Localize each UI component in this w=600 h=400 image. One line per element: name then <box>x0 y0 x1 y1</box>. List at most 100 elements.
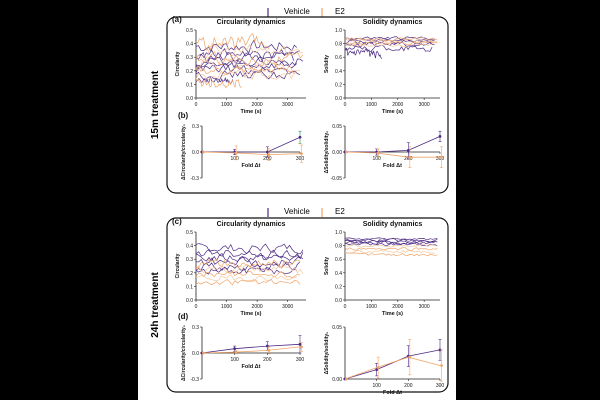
y-tick-label: 0.4 <box>186 244 193 250</box>
y-tick-label: 0.00 <box>332 150 342 156</box>
data-point-vehicle <box>233 347 237 351</box>
y-tick-label: 0.3 <box>186 55 193 61</box>
x-axis-label: Time (s) <box>382 109 403 115</box>
data-point-e2 <box>300 345 303 349</box>
series-line-vehicle <box>195 51 295 64</box>
x-axis-label: Fold Δt <box>383 390 402 396</box>
series-line-e2 <box>344 247 438 251</box>
legend-vehicle-label: Vehicle <box>284 207 310 216</box>
y-axis-label: Solidity <box>324 55 330 73</box>
x-tick-label: 100 <box>372 156 381 162</box>
panel-label: (d) <box>178 312 189 321</box>
series-line-vehicle <box>195 252 301 263</box>
data-point-e2 <box>376 151 380 155</box>
series-line-e2 <box>195 258 300 269</box>
y-axis-label: Solidity <box>324 257 330 275</box>
x-tick-label: 100 <box>230 156 239 162</box>
series-line-e2 <box>195 279 301 286</box>
series-line-e2 <box>344 151 440 158</box>
y-tick-label: 0.0 <box>192 351 199 357</box>
charts-layer: (a) Circularity dynamics 0.0 0.1 0.2 0.3 0.4 0.… <box>172 15 444 396</box>
y-tick-label: 0.2 <box>186 69 193 75</box>
x-tick-label: 200 <box>263 156 272 162</box>
series-line-e2 <box>344 37 438 42</box>
y-tick-label: 0.6 <box>335 55 342 61</box>
y-tick-label: 0.5 <box>186 28 193 34</box>
legend-e2-label: E2 <box>335 7 345 16</box>
y-tick-label: 0.1 <box>186 82 193 88</box>
series-line-vehicle <box>195 60 298 70</box>
series-line-e2 <box>344 40 438 46</box>
x-tick-label: 0 <box>344 102 347 108</box>
series-line-e2 <box>344 38 438 43</box>
y-tick-label: 0.3 <box>186 257 193 263</box>
y-tick-label: 0.3 <box>192 325 199 331</box>
y-axis-label: ΔCircularity/circularity₀ <box>181 325 187 381</box>
series-line-vehicle <box>344 237 438 243</box>
y-axis-label: Circularity <box>175 253 181 278</box>
y-tick-label: 0.0 <box>192 150 199 156</box>
x-tick-label: 0 <box>195 304 198 310</box>
x-tick-label: 3000 <box>282 102 293 108</box>
data-point-e2 <box>202 150 205 154</box>
series-line-e2 <box>195 51 304 67</box>
x-tick-label: 200 <box>263 357 272 363</box>
group-label-24h: 24h treatment <box>150 272 161 338</box>
y-tick-label: 0.5 <box>186 230 193 236</box>
data-point-e2 <box>202 351 205 355</box>
x-tick-label: 100 <box>230 357 239 363</box>
y-tick-label: 0.4 <box>335 69 342 75</box>
y-tick-label: -0.3 <box>190 377 199 383</box>
data-point-e2 <box>267 153 271 157</box>
series-line-vehicle <box>344 349 441 380</box>
series-line-vehicle <box>344 240 435 245</box>
y-tick-label: 1.0 <box>335 28 342 34</box>
series-line-e2 <box>195 264 304 275</box>
series-line-vehicle <box>195 48 300 59</box>
series-line-e2 <box>344 252 438 257</box>
group-box-24h <box>166 217 449 393</box>
y-tick-label: -0.05 <box>331 176 343 182</box>
data-point-vehicle <box>406 149 410 152</box>
panel-label: (b) <box>178 111 189 120</box>
group-label-15m: 15m treatment <box>150 70 161 139</box>
y-tick-label: 0.05 <box>332 325 342 331</box>
figure-panel <box>138 0 456 400</box>
chart-title: Circularity dynamics <box>217 19 286 26</box>
x-tick-label: 200 <box>404 383 413 389</box>
x-tick-label: 2000 <box>392 304 403 310</box>
data-point-e2 <box>234 350 238 354</box>
series-line-vehicle <box>195 70 301 81</box>
x-tick-label: 2000 <box>252 102 263 108</box>
series-line-e2 <box>195 270 301 278</box>
x-tick-label: 0 <box>344 304 347 310</box>
chart-c-circ: (c) Circularity dynamics 0.0 0.1 0.2 0.3 0.4 0.… <box>172 217 306 317</box>
chart-d-sol: 0.00 0.05 100 200 300 Fold Δt ΔSolidity/solidi… <box>324 325 444 396</box>
series-line-e2 <box>344 43 435 48</box>
legend-top: Vehicle E2 <box>267 7 345 17</box>
y-axis-label: ΔSolidity/solidity₀ <box>324 332 330 375</box>
x-axis-label: Fold Δt <box>383 163 402 169</box>
series-line-vehicle <box>344 43 433 52</box>
y-tick-label: 0.6 <box>335 257 342 263</box>
x-tick-label: 300 <box>296 357 305 363</box>
legend-bottom: Vehicle E2 <box>267 207 345 217</box>
series-line-vehicle <box>195 256 304 268</box>
x-axis-label: Time (s) <box>382 311 403 317</box>
x-tick-label: 2000 <box>392 102 403 108</box>
y-tick-label: 0.05 <box>332 124 342 130</box>
chart-title: Solidity dynamics <box>363 19 423 26</box>
x-tick-label: 3000 <box>282 304 293 310</box>
series-line-e2 <box>344 356 441 380</box>
series-line-vehicle <box>195 39 298 54</box>
x-tick-label: 2000 <box>252 304 263 310</box>
group-box-15m <box>166 16 449 194</box>
chart-b-sol: -0.05 0.00 0.05 100 200 300 Fold Δt ΔSolidity/s… <box>324 124 444 182</box>
x-tick-label: 100 <box>372 383 381 389</box>
data-point-vehicle <box>298 135 302 139</box>
series-line-e2 <box>195 43 303 59</box>
x-tick-label: 1000 <box>366 304 377 310</box>
data-point-e2 <box>234 151 238 155</box>
y-tick-label: -0.3 <box>190 176 199 182</box>
